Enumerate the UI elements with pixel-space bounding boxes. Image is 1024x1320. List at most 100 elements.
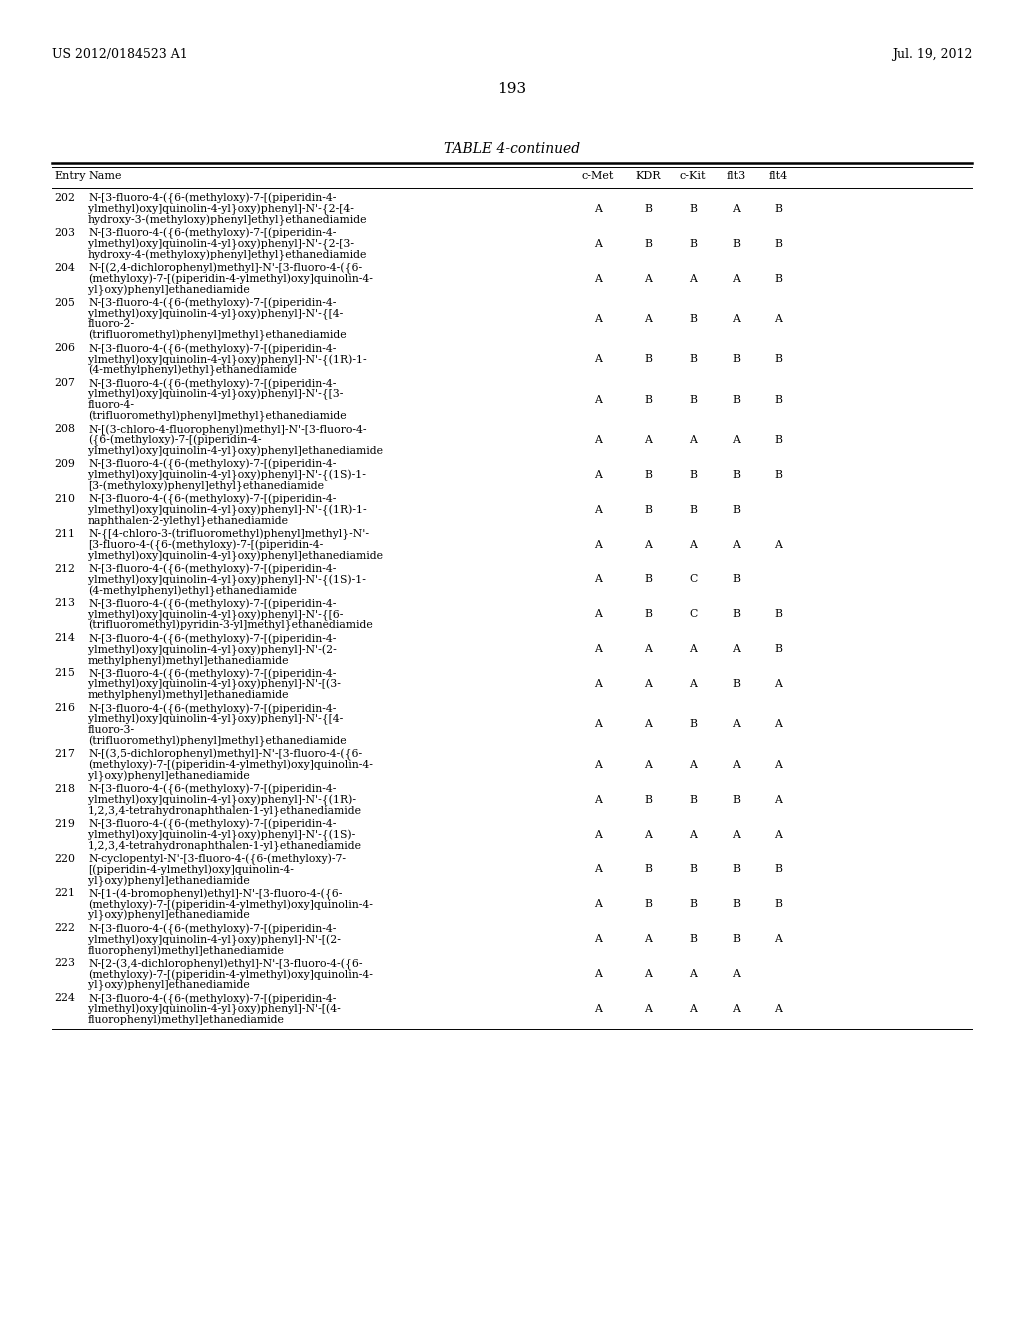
Text: naphthalen-2-ylethyl}ethanediamide: naphthalen-2-ylethyl}ethanediamide [88, 515, 289, 527]
Text: A: A [774, 678, 782, 689]
Text: B: B [774, 203, 782, 214]
Text: [(piperidin-4-ylmethyl)oxy]quinolin-4-: [(piperidin-4-ylmethyl)oxy]quinolin-4- [88, 865, 294, 875]
Text: B: B [644, 795, 652, 805]
Text: ylmethyl)oxy]quinolin-4-yl}oxy)phenyl]-N'-{[6-: ylmethyl)oxy]quinolin-4-yl}oxy)phenyl]-N… [88, 610, 343, 620]
Text: A: A [644, 540, 652, 549]
Text: B: B [732, 610, 740, 619]
Text: A: A [594, 314, 602, 323]
Text: A: A [689, 969, 697, 979]
Text: A: A [732, 760, 740, 770]
Text: A: A [644, 314, 652, 323]
Text: A: A [732, 273, 740, 284]
Text: A: A [594, 504, 602, 515]
Text: ({6-(methyloxy)-7-[(piperidin-4-: ({6-(methyloxy)-7-[(piperidin-4- [88, 434, 261, 446]
Text: B: B [644, 610, 652, 619]
Text: (4-methylphenyl)ethyl}ethanediamide: (4-methylphenyl)ethyl}ethanediamide [88, 366, 297, 376]
Text: B: B [689, 935, 697, 944]
Text: B: B [689, 203, 697, 214]
Text: Entry: Entry [54, 172, 85, 181]
Text: B: B [644, 504, 652, 515]
Text: B: B [644, 354, 652, 364]
Text: B: B [732, 504, 740, 515]
Text: B: B [774, 470, 782, 479]
Text: A: A [644, 434, 652, 445]
Text: 210: 210 [54, 494, 75, 504]
Text: [3-fluoro-4-({6-(methyloxy)-7-[(piperidin-4-: [3-fluoro-4-({6-(methyloxy)-7-[(piperidi… [88, 540, 324, 550]
Text: Name: Name [88, 172, 122, 181]
Text: 212: 212 [54, 564, 75, 574]
Text: 204: 204 [54, 263, 75, 273]
Text: N-[3-fluoro-4-({6-(methyloxy)-7-[(piperidin-4-: N-[3-fluoro-4-({6-(methyloxy)-7-[(piperi… [88, 494, 336, 506]
Text: A: A [594, 644, 602, 655]
Text: 203: 203 [54, 228, 75, 238]
Text: B: B [732, 899, 740, 909]
Text: N-{[4-chloro-3-(trifluoromethyl)phenyl]methyl}-N'-: N-{[4-chloro-3-(trifluoromethyl)phenyl]m… [88, 529, 369, 540]
Text: A: A [594, 434, 602, 445]
Text: A: A [689, 540, 697, 549]
Text: A: A [689, 760, 697, 770]
Text: (trifluoromethyl)phenyl]methyl}ethanediamide: (trifluoromethyl)phenyl]methyl}ethanedia… [88, 330, 347, 342]
Text: 216: 216 [54, 704, 75, 713]
Text: B: B [689, 354, 697, 364]
Text: methylphenyl)methyl]ethanediamide: methylphenyl)methyl]ethanediamide [88, 690, 290, 701]
Text: US 2012/0184523 A1: US 2012/0184523 A1 [52, 48, 187, 61]
Text: 205: 205 [54, 298, 75, 308]
Text: A: A [644, 644, 652, 655]
Text: B: B [732, 574, 740, 585]
Text: A: A [732, 1005, 740, 1014]
Text: B: B [732, 239, 740, 248]
Text: B: B [644, 470, 652, 479]
Text: C: C [689, 610, 697, 619]
Text: A: A [594, 540, 602, 549]
Text: B: B [732, 795, 740, 805]
Text: ylmethyl)oxy]quinolin-4-yl}oxy)phenyl]-N'-{[4-: ylmethyl)oxy]quinolin-4-yl}oxy)phenyl]-N… [88, 714, 343, 726]
Text: N-[3-fluoro-4-({6-(methyloxy)-7-[(piperidin-4-: N-[3-fluoro-4-({6-(methyloxy)-7-[(piperi… [88, 598, 336, 610]
Text: B: B [689, 795, 697, 805]
Text: B: B [689, 865, 697, 874]
Text: B: B [774, 899, 782, 909]
Text: A: A [732, 434, 740, 445]
Text: B: B [732, 865, 740, 874]
Text: yl}oxy)phenyl]ethanediamide: yl}oxy)phenyl]ethanediamide [88, 771, 250, 781]
Text: N-[1-(4-bromophenyl)ethyl]-N'-[3-fluoro-4-({6-: N-[1-(4-bromophenyl)ethyl]-N'-[3-fluoro-… [88, 888, 342, 900]
Text: 215: 215 [54, 668, 75, 678]
Text: A: A [644, 678, 652, 689]
Text: B: B [644, 899, 652, 909]
Text: 1,2,3,4-tetrahydronaphthalen-1-yl}ethanediamide: 1,2,3,4-tetrahydronaphthalen-1-yl}ethane… [88, 841, 362, 851]
Text: B: B [689, 470, 697, 479]
Text: N-[3-fluoro-4-({6-(methyloxy)-7-[(piperidin-4-: N-[3-fluoro-4-({6-(methyloxy)-7-[(piperi… [88, 924, 336, 935]
Text: 206: 206 [54, 343, 75, 354]
Text: A: A [689, 273, 697, 284]
Text: B: B [774, 239, 782, 248]
Text: A: A [689, 644, 697, 655]
Text: A: A [774, 1005, 782, 1014]
Text: [3-(methyloxy)phenyl]ethyl}ethanediamide: [3-(methyloxy)phenyl]ethyl}ethanediamide [88, 480, 324, 492]
Text: A: A [594, 1005, 602, 1014]
Text: A: A [594, 273, 602, 284]
Text: B: B [689, 899, 697, 909]
Text: B: B [689, 239, 697, 248]
Text: A: A [594, 395, 602, 404]
Text: A: A [594, 203, 602, 214]
Text: A: A [732, 314, 740, 323]
Text: B: B [732, 935, 740, 944]
Text: N-[3-fluoro-4-({6-(methyloxy)-7-[(piperidin-4-: N-[3-fluoro-4-({6-(methyloxy)-7-[(piperi… [88, 298, 336, 309]
Text: N-[(3,5-dichlorophenyl)methyl]-N'-[3-fluoro-4-({6-: N-[(3,5-dichlorophenyl)methyl]-N'-[3-flu… [88, 748, 362, 760]
Text: yl}oxy)phenyl]ethanediamide: yl}oxy)phenyl]ethanediamide [88, 875, 250, 887]
Text: A: A [594, 719, 602, 730]
Text: fluoro-3-: fluoro-3- [88, 725, 135, 735]
Text: N-[3-fluoro-4-({6-(methyloxy)-7-[(piperidin-4-: N-[3-fluoro-4-({6-(methyloxy)-7-[(piperi… [88, 704, 336, 714]
Text: 208: 208 [54, 424, 75, 434]
Text: N-[3-fluoro-4-({6-(methyloxy)-7-[(piperidin-4-: N-[3-fluoro-4-({6-(methyloxy)-7-[(piperi… [88, 379, 336, 389]
Text: C: C [689, 574, 697, 585]
Text: A: A [594, 470, 602, 479]
Text: ylmethyl)oxy]quinolin-4-yl}oxy)phenyl]ethanediamide: ylmethyl)oxy]quinolin-4-yl}oxy)phenyl]et… [88, 446, 383, 457]
Text: 224: 224 [54, 993, 75, 1003]
Text: B: B [774, 273, 782, 284]
Text: fluoro-2-: fluoro-2- [88, 319, 135, 329]
Text: N-[3-fluoro-4-({6-(methyloxy)-7-[(piperidin-4-: N-[3-fluoro-4-({6-(methyloxy)-7-[(piperi… [88, 634, 336, 644]
Text: yl}oxy)phenyl]ethanediamide: yl}oxy)phenyl]ethanediamide [88, 284, 250, 296]
Text: c-Met: c-Met [582, 172, 614, 181]
Text: N-[3-fluoro-4-({6-(methyloxy)-7-[(piperidin-4-: N-[3-fluoro-4-({6-(methyloxy)-7-[(piperi… [88, 818, 336, 830]
Text: A: A [594, 610, 602, 619]
